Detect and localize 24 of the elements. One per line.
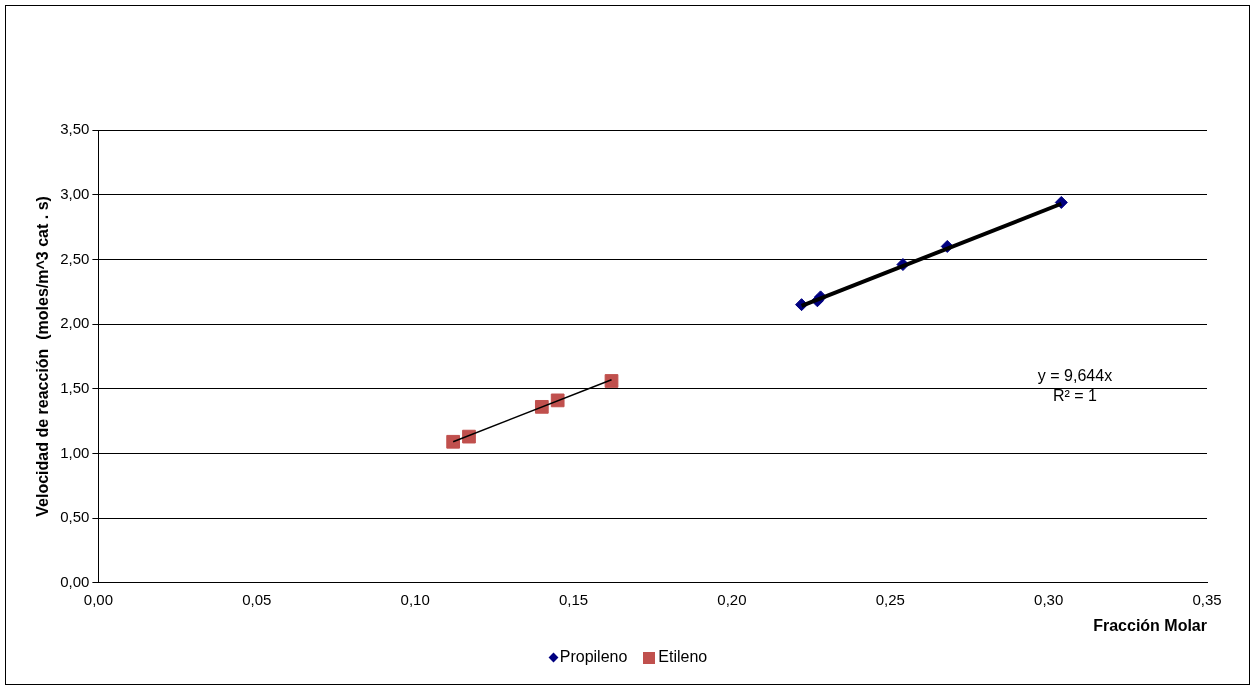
x-tick-label: 0,35: [1192, 590, 1222, 608]
point: [446, 434, 461, 449]
x-tick-label: 0,00: [83, 590, 113, 608]
y-tick-label: 1,00: [60, 443, 90, 461]
y-tick-label: 0,50: [60, 508, 90, 526]
y-tick-label: 2,00: [60, 314, 90, 332]
y-axis-title: Velocidad de reacción (moles/m^3 cat . s): [34, 196, 52, 517]
x-axis-title: Fracción Molar: [1093, 616, 1207, 634]
y-tick-label: 3,50: [60, 120, 90, 138]
x-tick-label: 0,10: [400, 590, 430, 608]
y-tick-label: 3,00: [60, 184, 90, 202]
x-tick-label: 0,20: [717, 590, 747, 608]
y-tick-label: 1,50: [60, 378, 90, 396]
x-tick-label: 0,25: [875, 590, 905, 608]
x-tick-label: 0,15: [558, 590, 589, 608]
x-tick-label: 0,05: [242, 590, 272, 608]
legend-label: Etileno: [658, 648, 708, 665]
y-tick-label: 2,50: [60, 249, 90, 267]
point: [604, 374, 619, 388]
legend-label: Propileno: [559, 648, 628, 665]
x-tick-label: 0,30: [1034, 590, 1064, 608]
y-tick-label: 0,00: [60, 572, 90, 590]
annotation: y = 9,644x: [1036, 366, 1114, 386]
annotation: R² = 1: [1052, 386, 1098, 406]
